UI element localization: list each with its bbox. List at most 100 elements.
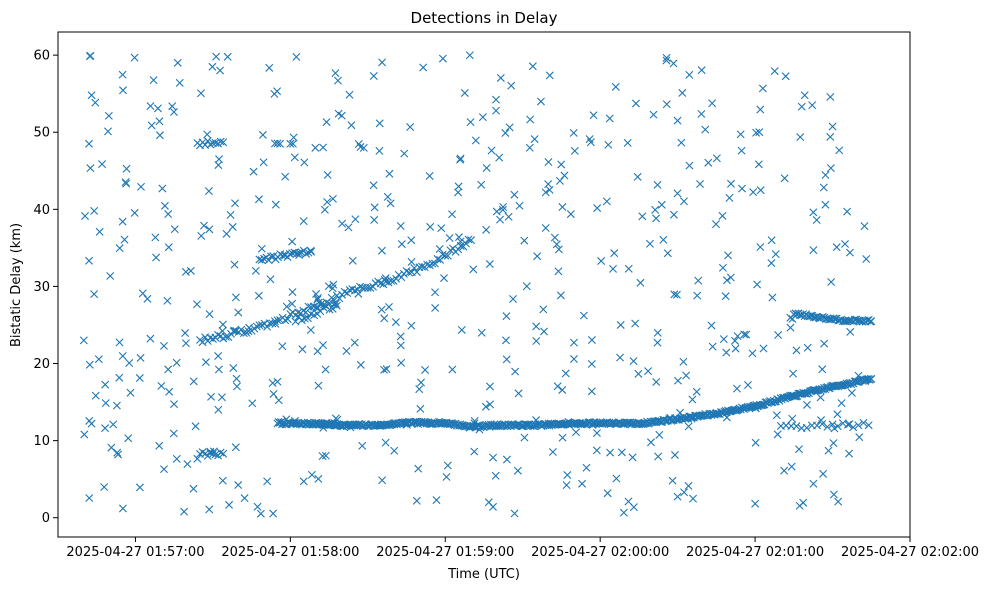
detection-point <box>466 118 475 127</box>
detection-point <box>314 381 323 390</box>
y-tick-label: 60 <box>33 49 50 64</box>
detection-point <box>290 416 299 425</box>
detection-point <box>159 341 168 350</box>
detection-point <box>657 200 666 209</box>
detection-point <box>830 424 839 433</box>
detection-point <box>90 206 99 215</box>
detection-point <box>557 160 566 169</box>
detection-point <box>146 102 155 111</box>
detection-point <box>697 66 706 75</box>
detection-point <box>593 204 602 213</box>
detection-point <box>628 453 637 462</box>
detection-point <box>263 477 272 486</box>
detection-point <box>392 274 401 283</box>
detection-point <box>558 433 567 442</box>
detection-point <box>397 240 406 249</box>
detection-point <box>684 481 693 490</box>
detection-point <box>726 273 735 282</box>
detection-point <box>378 476 387 485</box>
detection-point <box>331 299 340 308</box>
detection-point <box>288 139 297 148</box>
detection-point <box>214 365 223 374</box>
detection-point <box>232 374 241 383</box>
detection-point <box>270 89 279 98</box>
detection-point <box>558 203 567 212</box>
detection-point <box>456 155 465 164</box>
detection-point <box>152 253 161 262</box>
detection-point <box>751 438 760 447</box>
detection-point <box>300 158 309 167</box>
detection-point <box>223 52 232 61</box>
detection-point <box>544 158 553 166</box>
detection-point <box>498 205 507 214</box>
detection-point <box>146 334 155 343</box>
detection-point <box>844 420 853 429</box>
x-tick-label: 2025-04-27 01:57:00 <box>66 545 204 560</box>
detection-point <box>673 116 682 125</box>
detection-point <box>751 499 760 508</box>
detection-point <box>402 420 411 429</box>
detection-point <box>375 119 384 128</box>
detection-point <box>331 414 340 423</box>
detection-point <box>337 111 346 120</box>
detection-point <box>197 231 206 240</box>
detection-point <box>754 160 763 169</box>
detection-point <box>819 183 828 192</box>
detection-point <box>109 420 118 429</box>
detection-point <box>492 207 501 216</box>
detection-point <box>100 483 109 492</box>
detection-point <box>288 237 297 246</box>
detection-point <box>273 139 282 148</box>
detection-point <box>524 420 533 429</box>
detection-point <box>492 422 501 431</box>
detection-point <box>138 289 147 298</box>
detection-point <box>84 139 93 148</box>
detection-point <box>712 154 721 163</box>
detection-point <box>325 305 334 314</box>
detection-point <box>501 129 510 138</box>
detection-point <box>407 321 416 330</box>
detection-point <box>612 474 621 483</box>
detection-point <box>718 211 727 220</box>
detection-point <box>454 233 463 242</box>
detection-point <box>208 335 217 344</box>
detection-point <box>853 316 862 325</box>
detection-point <box>558 385 567 394</box>
detection-point <box>155 117 164 126</box>
detection-point <box>651 205 660 214</box>
detection-point <box>271 319 280 328</box>
x-tick-label: 2025-04-27 01:58:00 <box>221 545 359 560</box>
detection-point <box>725 193 734 202</box>
detection-point <box>572 428 580 437</box>
detection-point <box>113 448 122 457</box>
detection-point <box>845 248 854 257</box>
detection-point <box>396 222 405 230</box>
detection-point <box>276 139 285 148</box>
detection-point <box>792 422 801 431</box>
detection-point <box>522 282 531 291</box>
detection-point <box>554 245 563 254</box>
detection-point <box>375 146 384 155</box>
detection-point <box>286 139 295 148</box>
detection-point <box>685 70 694 79</box>
detection-point <box>416 404 425 413</box>
detection-point <box>273 377 282 386</box>
detection-point <box>687 414 696 423</box>
detection-point <box>240 494 249 503</box>
detection-point <box>541 224 550 232</box>
detection-point <box>118 217 127 226</box>
detection-point <box>118 70 127 79</box>
detection-point <box>485 382 494 391</box>
detection-point <box>380 314 389 323</box>
detection-point <box>680 414 689 423</box>
detection-point <box>528 62 537 71</box>
detection-point <box>380 275 389 284</box>
detection-point <box>87 419 96 428</box>
detection-point <box>232 326 241 335</box>
detection-point <box>552 240 561 249</box>
detection-point <box>496 73 505 82</box>
detection-point <box>767 259 776 268</box>
detection-point <box>207 392 216 401</box>
detection-point <box>732 384 741 393</box>
chart-title: Detections in Delay <box>411 9 558 27</box>
